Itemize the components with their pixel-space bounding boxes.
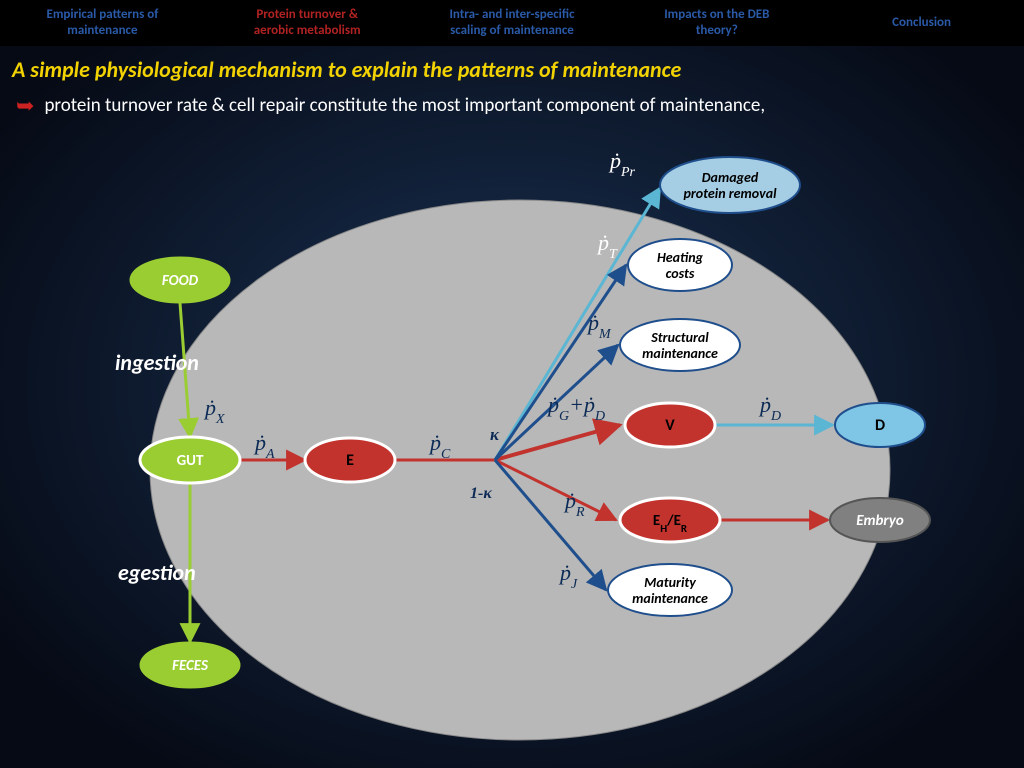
- svg-text:Embryo: Embryo: [856, 512, 904, 530]
- svg-text:Structural: Structural: [650, 329, 709, 346]
- svg-text:Damaged: Damaged: [702, 169, 759, 186]
- tab-bar: Empirical patterns ofmaintenanceProtein …: [0, 0, 1024, 46]
- svg-text:maintenance: maintenance: [632, 590, 708, 607]
- nav-tab[interactable]: Conclusion: [819, 0, 1024, 46]
- svg-text:D: D: [875, 416, 885, 435]
- svg-text:κ: κ: [490, 425, 500, 444]
- svg-text:1-κ: 1-κ: [470, 485, 492, 502]
- slide-title: A simple physiological mechanism to expl…: [12, 56, 681, 83]
- svg-text:ingestion: ingestion: [115, 349, 199, 376]
- svg-text:protein removal: protein removal: [683, 185, 777, 202]
- svg-text:egestion: egestion: [118, 559, 196, 586]
- nav-tab[interactable]: Empirical patterns ofmaintenance: [0, 0, 205, 46]
- nav-tab[interactable]: Impacts on the DEBtheory?: [614, 0, 819, 46]
- svg-text:E: E: [346, 451, 354, 470]
- nav-tab[interactable]: Intra- and inter-specificscaling of main…: [410, 0, 615, 46]
- bullet-row: ➥ protein turnover rate & cell repair co…: [16, 92, 765, 119]
- svg-text:V: V: [665, 416, 675, 435]
- svg-text:costs: costs: [666, 265, 695, 282]
- bullet-text: protein turnover rate & cell repair cons…: [44, 94, 765, 117]
- svg-text:ṗPr: ṗPr: [608, 148, 636, 180]
- svg-text:Maturity: Maturity: [644, 574, 696, 591]
- svg-text:Heating: Heating: [657, 249, 704, 266]
- bullet-arrow-icon: ➥: [16, 92, 34, 119]
- svg-text:FECES: FECES: [172, 657, 209, 675]
- svg-text:FOOD: FOOD: [162, 272, 199, 290]
- svg-text:GUT: GUT: [177, 452, 204, 470]
- nav-tab[interactable]: Protein turnover &aerobic metabolism: [205, 0, 410, 46]
- svg-text:maintenance: maintenance: [642, 345, 718, 362]
- deb-diagram: FOODGUTFECESEVEH/ERDDamagedprotein remov…: [0, 120, 1024, 760]
